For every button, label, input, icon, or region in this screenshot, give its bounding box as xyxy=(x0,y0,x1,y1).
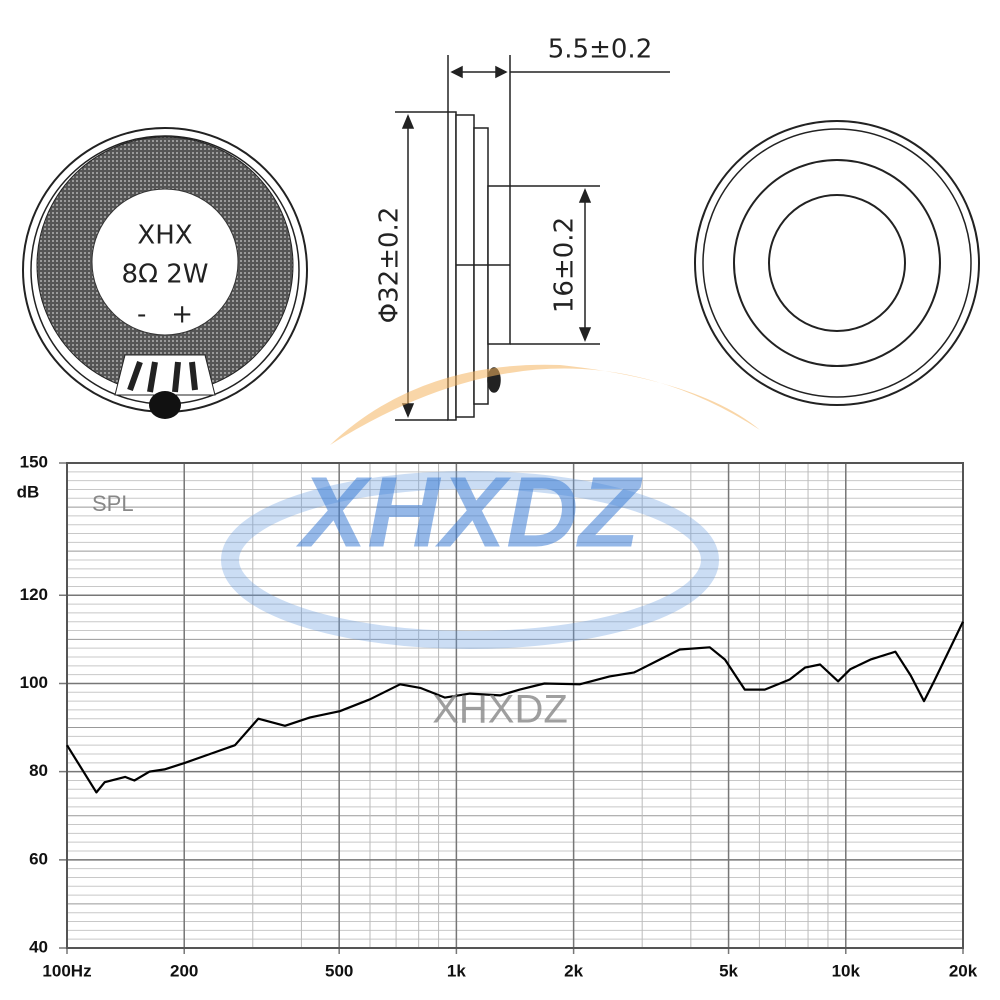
spec: 8Ω 2W xyxy=(122,260,209,290)
chart: 40 60 80 100 120 150 100Hz 200 500 1k 2k 5k 10k 20k dB… xyxy=(17,452,978,980)
diameter-label: Φ32±0.2 xyxy=(375,207,405,324)
speaker-back xyxy=(694,120,980,406)
y-tick-label: 100 xyxy=(20,673,48,692)
y-tick-label: 60 xyxy=(29,849,48,868)
response-curve xyxy=(66,621,964,794)
watermark-small: XHXDZ xyxy=(432,688,568,732)
thickness-label: 5.5±0.2 xyxy=(548,35,652,65)
y-tick-label: 40 xyxy=(29,937,48,956)
plot-frame xyxy=(66,462,964,949)
x-tick-label: 1k xyxy=(447,961,466,980)
y-tick-label: 150 xyxy=(20,452,48,471)
watermark-swoosh xyxy=(330,364,760,445)
y-axis-label: dB xyxy=(17,482,40,501)
x-tick-label: 5k xyxy=(719,961,738,980)
speaker-front: XHX 8Ω 2W - + xyxy=(22,127,308,419)
x-tick-label: 20k xyxy=(949,961,978,980)
watermark: XHXDZ xyxy=(296,456,644,568)
x-tick-label: 200 xyxy=(170,961,198,980)
x-tick-label: 2k xyxy=(564,961,583,980)
watermark-ring xyxy=(221,471,719,649)
annotation: SPL xyxy=(92,491,134,516)
x-tick-label: 500 xyxy=(325,961,353,980)
brand: XHX xyxy=(137,221,192,251)
speaker-side xyxy=(395,55,670,421)
magnet-label: 16±0.2 xyxy=(550,217,580,313)
y-tick-label: 120 xyxy=(20,585,48,604)
x-tick-label: 10k xyxy=(832,961,861,980)
y-tick-label: 80 xyxy=(29,761,48,780)
plot-area xyxy=(67,463,963,948)
terminals: - + xyxy=(137,300,193,330)
x-tick-label: 100Hz xyxy=(42,961,91,980)
